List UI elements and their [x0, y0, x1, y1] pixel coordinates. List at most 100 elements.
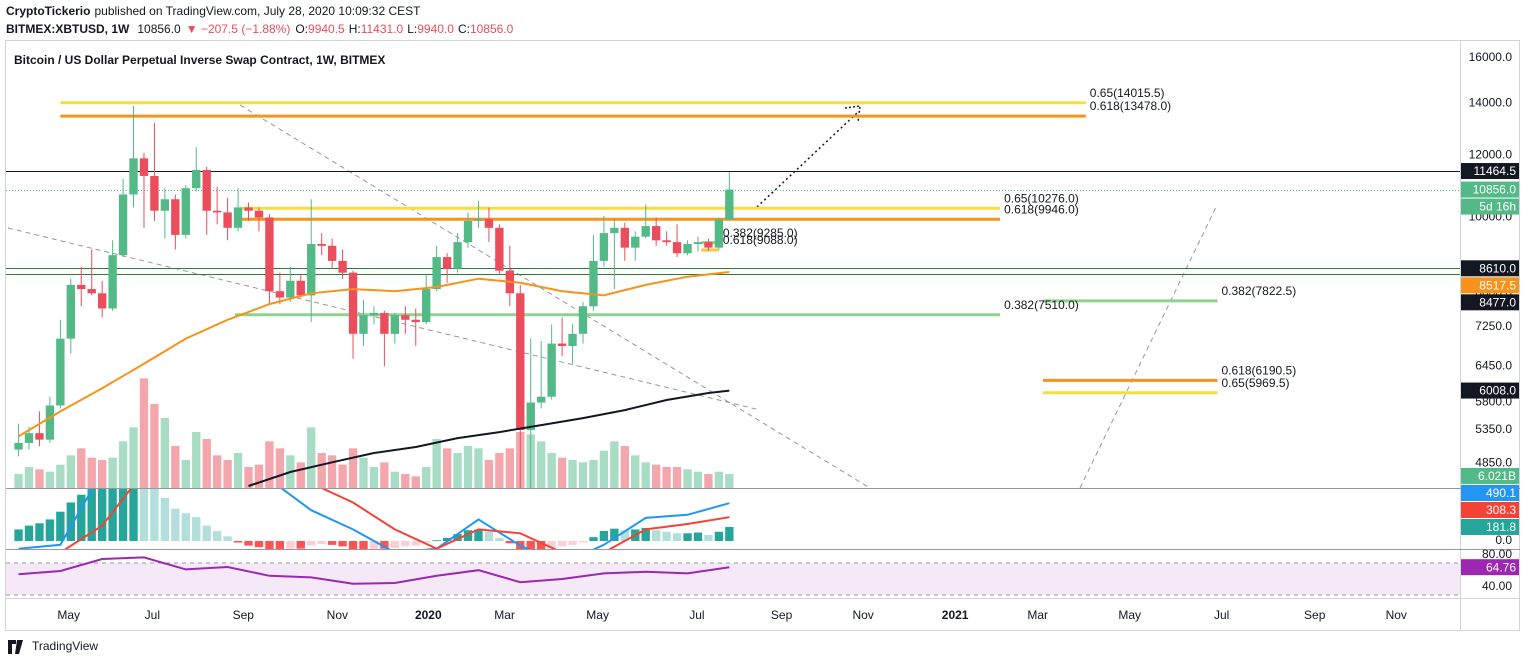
- macd-histogram-bar: [254, 540, 264, 548]
- macd-histogram-bar: [244, 540, 253, 546]
- macd-histogram-bar: [725, 526, 734, 541]
- candle-body: [223, 212, 232, 228]
- candle-body: [87, 289, 96, 294]
- candle-body: [129, 158, 138, 195]
- candle-body: [265, 217, 274, 292]
- macd-histogram-bar: [714, 531, 724, 541]
- macd-histogram-bar: [212, 530, 222, 541]
- candle-body: [317, 243, 326, 246]
- candle-body: [77, 284, 86, 290]
- y-tick-label: 0.0: [1495, 533, 1512, 547]
- x-tick-label: 2020: [415, 608, 442, 622]
- candle-body: [327, 245, 337, 261]
- macd-histogram-bar: [432, 540, 441, 541]
- volume-bar: [338, 464, 347, 488]
- candle-body: [348, 272, 358, 334]
- candle-body: [484, 219, 494, 228]
- candle-body: [422, 289, 431, 323]
- frame: [5, 40, 1520, 631]
- fib-label: 0.65(10276.0): [1004, 191, 1079, 205]
- volume-bar: [171, 446, 180, 488]
- macd-histogram-bar: [547, 540, 556, 548]
- fib-label: 0.65(5969.5): [1221, 376, 1289, 390]
- macd-histogram-bar: [422, 540, 431, 543]
- change: ▼ −207.5 (−1.88%): [186, 22, 291, 36]
- price-tag: [1461, 484, 1519, 501]
- macd-histogram-bar: [307, 540, 316, 546]
- rsi-pane: [6, 556, 1460, 596]
- volume-bar: [45, 471, 55, 488]
- candle-body: [296, 280, 305, 296]
- candle-body: [359, 315, 368, 334]
- volume-bar: [223, 460, 232, 488]
- volume-bar: [390, 471, 400, 488]
- symbol: BITMEX:XBTUSD, 1W: [6, 22, 130, 36]
- macd-histogram-bar: [390, 540, 400, 548]
- ohlc-label: L:: [407, 22, 417, 36]
- candle-body: [599, 233, 609, 261]
- x-tick-label: Sep: [771, 608, 793, 622]
- footer-brand: TradingView: [32, 639, 98, 653]
- macd-histogram-bar: [66, 502, 75, 541]
- macd-histogram-bar: [129, 489, 138, 541]
- macd-histogram-bar: [202, 525, 211, 541]
- projection-arrow: [756, 112, 858, 208]
- volume-bar: [348, 448, 358, 488]
- candle-body: [369, 312, 379, 316]
- x-tick-label: Mar: [494, 608, 515, 622]
- macd-histogram-bar: [599, 530, 609, 541]
- candle-body: [254, 210, 264, 218]
- candle-body: [578, 306, 588, 334]
- macd-histogram-bar: [327, 540, 337, 545]
- volume-bar: [244, 467, 253, 488]
- volume-bar: [599, 450, 609, 488]
- macd-histogram-bar: [45, 519, 55, 541]
- volume-bar: [35, 469, 44, 488]
- y-tick-label: 6450.0: [1475, 359, 1512, 373]
- candle-body: [118, 194, 128, 256]
- macd-histogram-bar: [35, 523, 44, 541]
- x-tick-label: 2021: [942, 608, 969, 622]
- candle-body: [495, 227, 504, 271]
- volume-bar: [463, 446, 473, 488]
- x-tick-label: Jul: [689, 608, 704, 622]
- price-tag: [1461, 382, 1519, 399]
- volume-bar: [160, 418, 170, 488]
- macd-histogram-bar: [704, 534, 713, 541]
- price-tag-label: 8517.5: [1479, 278, 1516, 292]
- price-tag: [1461, 277, 1519, 294]
- macd-histogram-bar: [672, 533, 682, 541]
- volume-bar: [631, 455, 640, 488]
- volume-bar: [275, 448, 285, 488]
- volume-bar: [474, 448, 483, 488]
- macd-histogram-bar: [233, 540, 243, 543]
- macd-histogram-bar: [369, 540, 379, 549]
- macd-histogram-bar: [620, 530, 629, 541]
- macd-histogram-bar: [401, 540, 410, 547]
- macd-histogram-bar: [265, 540, 274, 549]
- x-tick-label: Nov: [852, 608, 873, 622]
- y-tick-label: 12000.0: [1469, 148, 1513, 162]
- ohlc-value: 11431.0: [361, 22, 404, 36]
- macd-histogram-bar: [77, 494, 86, 541]
- ohlc-label: C:: [458, 22, 470, 36]
- macd-histogram-bar: [359, 540, 368, 549]
- macd-histogram-bar: [108, 489, 117, 541]
- price-tag-label: 10856.0: [1473, 183, 1517, 197]
- rsi-line: [18, 556, 730, 585]
- candle-body: [35, 433, 44, 440]
- volume-bar: [662, 467, 671, 488]
- macd-histogram-bar: [380, 540, 389, 549]
- macd-histogram-bar: [160, 497, 170, 541]
- candle-body: [589, 260, 598, 307]
- x-tick-label: May: [1118, 608, 1141, 622]
- candle-body: [672, 242, 682, 254]
- y-tick-label: 14000.0: [1469, 95, 1513, 109]
- fib-label: 0.618(9946.0): [1004, 202, 1079, 216]
- fib-label: 0.382(7510.0): [1004, 298, 1079, 312]
- candle-body: [453, 242, 462, 269]
- candle-body: [411, 319, 420, 323]
- signal-line: [63, 489, 730, 549]
- macd-histogram-bar: [181, 513, 190, 541]
